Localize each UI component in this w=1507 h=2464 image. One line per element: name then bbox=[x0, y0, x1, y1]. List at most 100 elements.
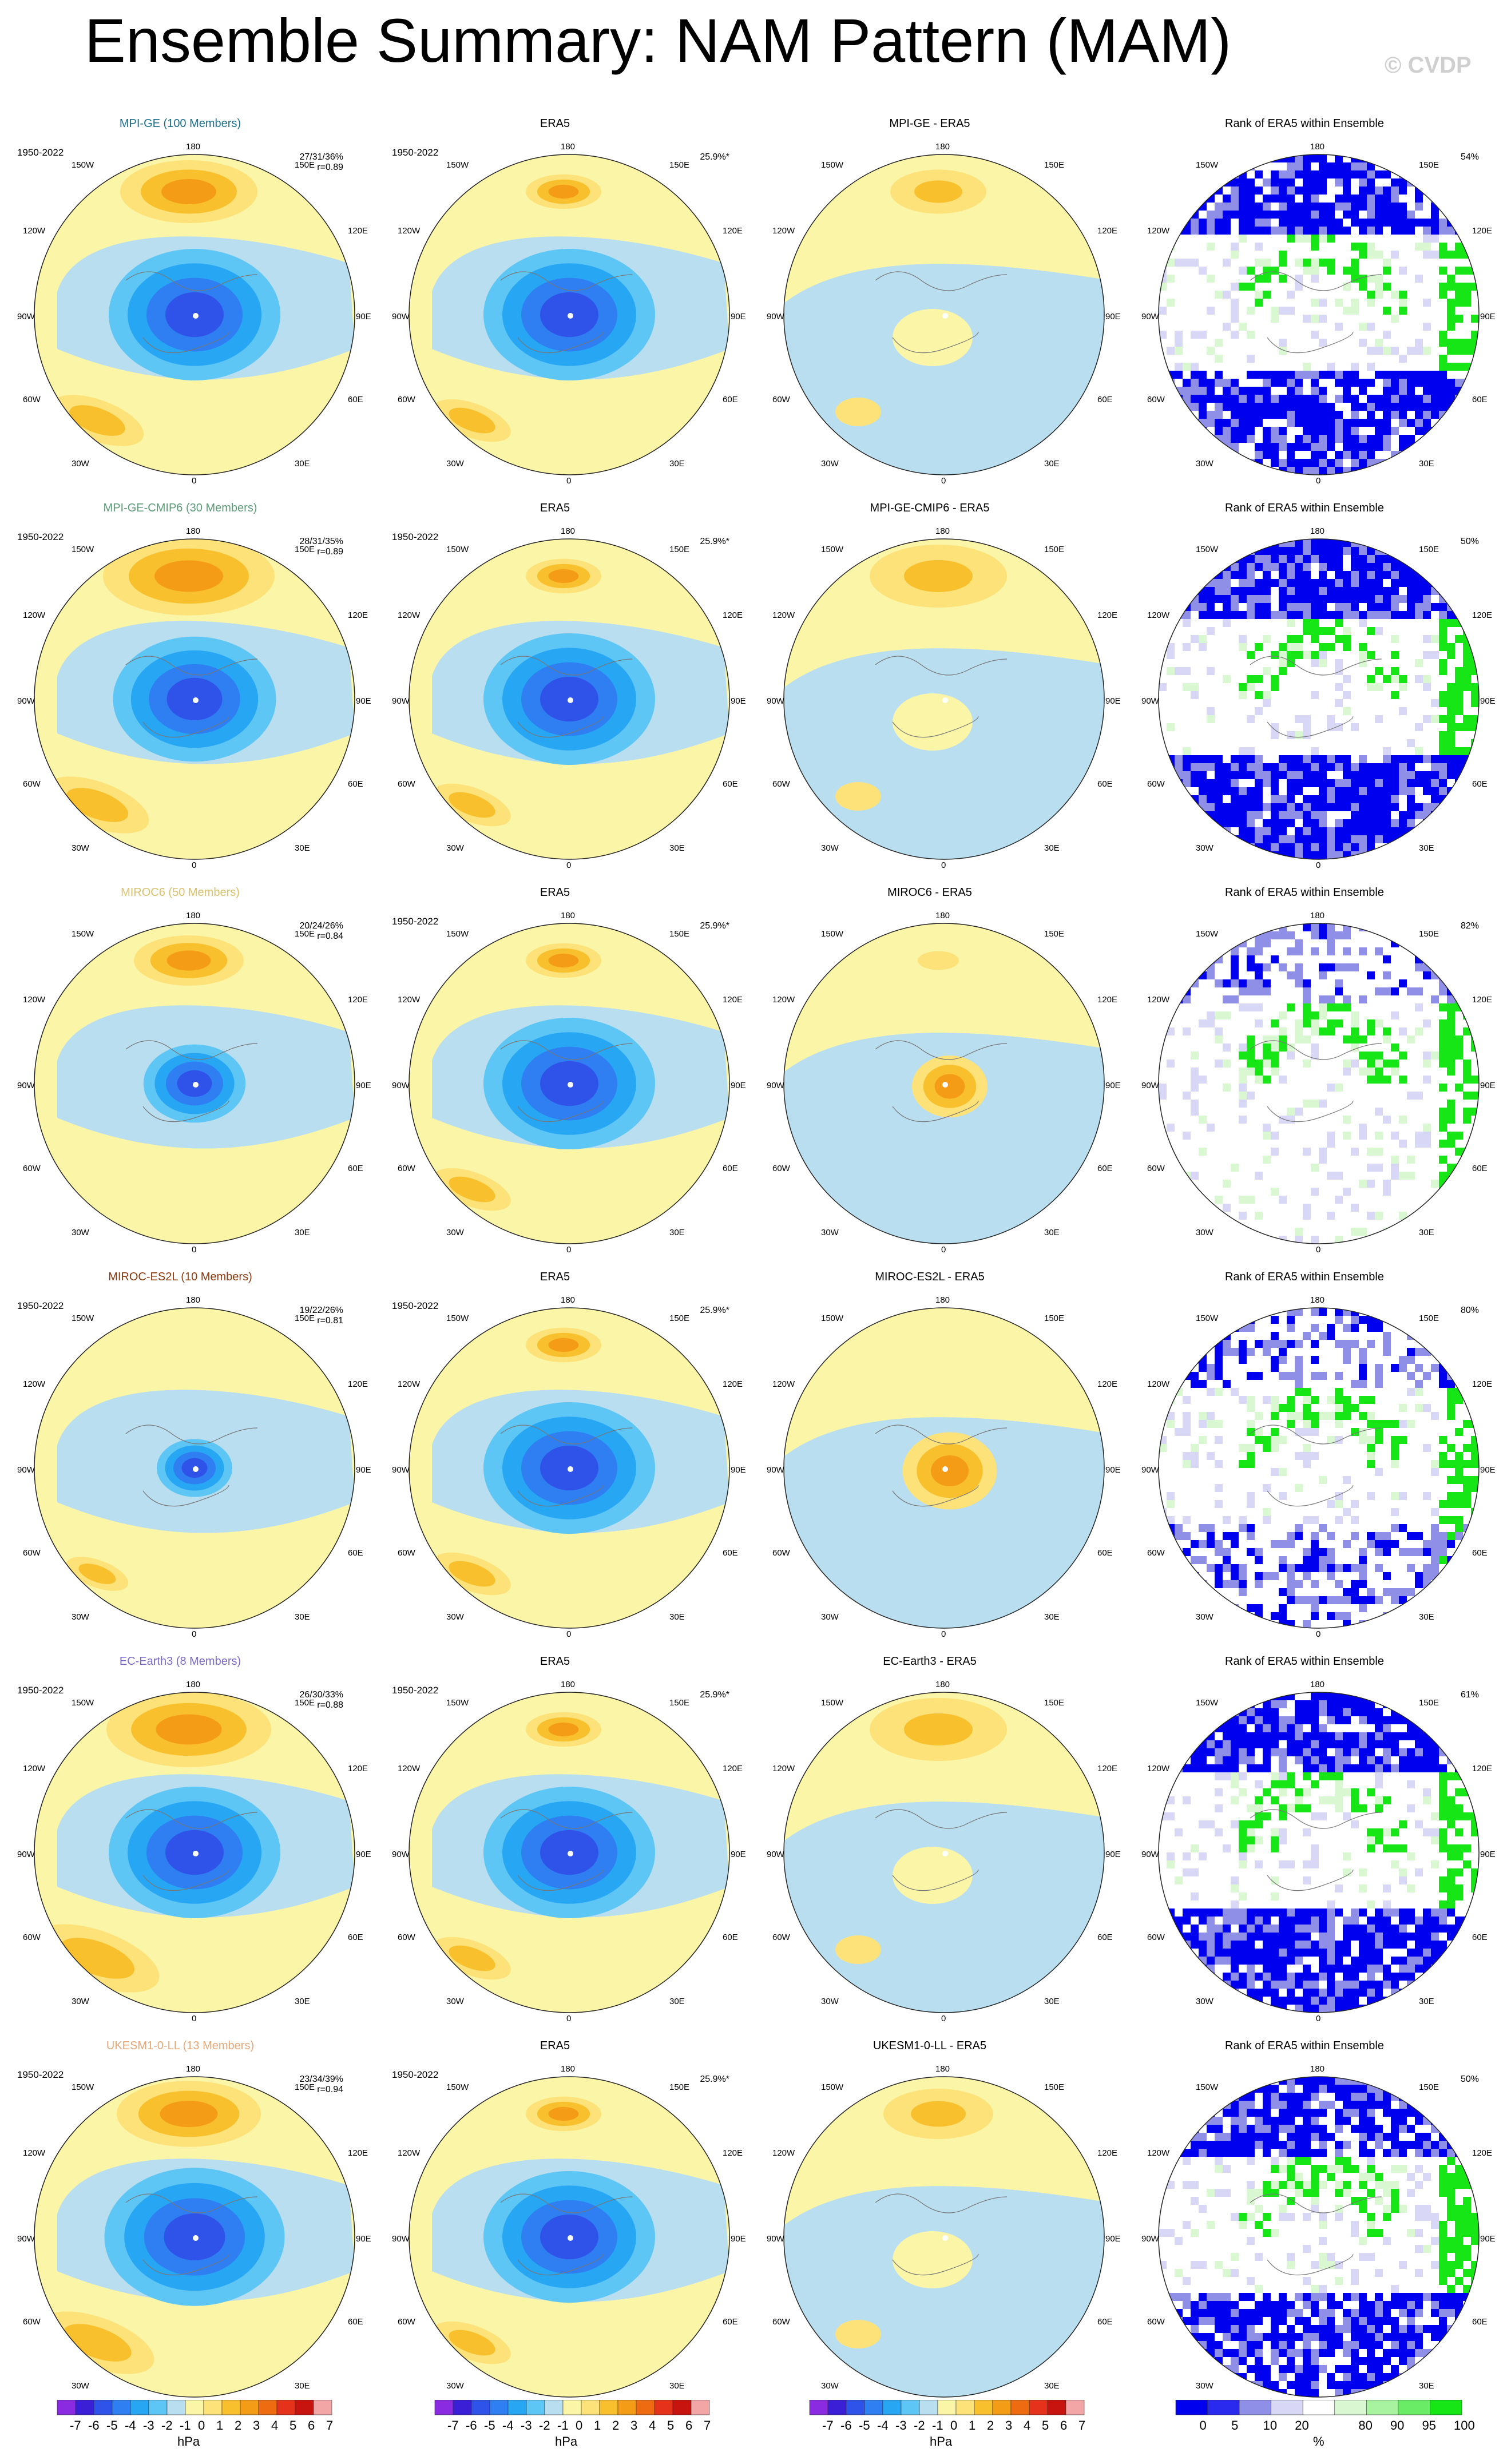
colorbar-tick-label: -7 bbox=[70, 2418, 81, 2433]
variance-explained: 25.9%* bbox=[700, 1690, 729, 1700]
lon-label-ml: 90W bbox=[17, 1465, 35, 1475]
pattern-corr: r=0.81 bbox=[317, 1316, 343, 1326]
colorbar-swatch bbox=[57, 2400, 76, 2415]
lon-label-tl: 150W bbox=[446, 1314, 469, 1323]
panel-row1-col4: Rank of ERA5 within Ensemble 54% 180 150W 15… bbox=[1124, 117, 1496, 495]
lon-label-ml: 90W bbox=[1141, 696, 1159, 706]
panel-title: MIROC-ES2L - ERA5 bbox=[875, 1271, 985, 1283]
lon-label-lr: 60E bbox=[348, 1548, 363, 1558]
lon-label-bottom: 0 bbox=[1316, 1629, 1321, 1639]
lon-label-ll: 60W bbox=[23, 395, 41, 404]
lon-label-ul: 120W bbox=[23, 1379, 46, 1389]
lon-label-mr: 90E bbox=[1105, 696, 1121, 706]
lon-label-bottom: 0 bbox=[566, 1629, 572, 1639]
rank-swatch bbox=[1271, 2400, 1303, 2415]
rank-percent: 54% bbox=[1460, 152, 1479, 162]
rank-tick-label: 100 bbox=[1454, 2418, 1475, 2433]
lon-label-ll: 60W bbox=[1147, 779, 1165, 789]
colorbar-swatch bbox=[581, 2400, 600, 2415]
lon-label-ll: 60W bbox=[23, 2317, 41, 2327]
lon-label-ur: 120E bbox=[1472, 610, 1493, 620]
colorbar-tick-label: -6 bbox=[466, 2418, 477, 2433]
lon-label-tr: 150E bbox=[669, 2082, 690, 2092]
contour-map bbox=[409, 2077, 729, 2397]
rank-swatch bbox=[1334, 2400, 1367, 2415]
colorbar-tick-label: -6 bbox=[88, 2418, 100, 2433]
lon-label-ul: 120W bbox=[23, 2148, 46, 2158]
panel-title: Rank of ERA5 within Ensemble bbox=[1225, 117, 1384, 130]
panel-title: ERA5 bbox=[540, 886, 570, 899]
lon-label-ll: 60W bbox=[772, 2317, 790, 2327]
lon-label-ml: 90W bbox=[767, 2234, 784, 2244]
lon-label-ur: 120E bbox=[348, 1764, 368, 1773]
colorbar-swatch bbox=[203, 2400, 223, 2415]
rank-swatch bbox=[1430, 2400, 1462, 2415]
lon-label-ur: 120E bbox=[348, 995, 368, 1005]
colorbar-swatch bbox=[148, 2400, 168, 2415]
lon-label-tr: 150E bbox=[1419, 1698, 1439, 1708]
lon-label-top: 180 bbox=[561, 142, 576, 152]
rank-tick-label: 90 bbox=[1390, 2418, 1405, 2433]
colorbar-tick-label: -4 bbox=[125, 2418, 136, 2433]
lon-label-top: 180 bbox=[1310, 1295, 1325, 1305]
lon-label-ul: 120W bbox=[1147, 1764, 1170, 1773]
lon-label-ul: 120W bbox=[772, 995, 795, 1005]
lon-label-bl: 30W bbox=[72, 2381, 89, 2391]
colorbar-tick-label: -3 bbox=[521, 2418, 532, 2433]
lon-label-bl: 30W bbox=[446, 843, 464, 853]
rank-swatch bbox=[1207, 2400, 1240, 2415]
lon-label-br: 30E bbox=[669, 843, 685, 853]
lon-label-tl: 150W bbox=[72, 1698, 94, 1708]
lon-label-tl: 150W bbox=[72, 1314, 94, 1323]
lon-label-tl: 150W bbox=[72, 929, 94, 939]
lon-label-bl: 30W bbox=[821, 1228, 839, 1237]
lon-label-mr: 90E bbox=[731, 696, 746, 706]
rank-swatch bbox=[1366, 2400, 1399, 2415]
lon-label-tl: 150W bbox=[446, 545, 469, 554]
lon-label-ml: 90W bbox=[17, 2234, 35, 2244]
colorbar-unit: hPa bbox=[555, 2434, 578, 2449]
panel-row1-col3: MPI-GE - ERA5 180 150W 150E 120W 120E 90W 90E 60… bbox=[749, 117, 1121, 495]
panel-title: Rank of ERA5 within Ensemble bbox=[1225, 1271, 1384, 1283]
colorbar-tick-label: 4 bbox=[649, 2418, 656, 2433]
lon-label-ll: 60W bbox=[772, 1933, 790, 1942]
lon-label-bl: 30W bbox=[1196, 843, 1213, 853]
lon-label-top: 180 bbox=[1310, 2064, 1325, 2074]
lon-label-br: 30E bbox=[1419, 2381, 1434, 2391]
lon-label-ur: 120E bbox=[348, 2148, 368, 2158]
contour-map bbox=[34, 154, 355, 475]
contour-map bbox=[784, 154, 1104, 475]
panel-title: UKESM1-0-LL - ERA5 bbox=[873, 2040, 987, 2052]
lon-label-ll: 60W bbox=[1147, 1933, 1165, 1942]
lon-label-bl: 30W bbox=[446, 459, 464, 469]
lon-label-tr: 150E bbox=[1044, 160, 1065, 170]
lon-label-ll: 60W bbox=[1147, 1548, 1165, 1558]
page-title: Ensemble Summary: NAM Pattern (MAM) bbox=[84, 6, 1232, 75]
lon-label-ur: 120E bbox=[723, 995, 743, 1005]
panel-row3-col1: MIROC6 (50 Members) 20/24/26% r=0.84 180 150… bbox=[0, 886, 371, 1264]
lon-label-tl: 150W bbox=[72, 2082, 94, 2092]
lon-label-tl: 150W bbox=[1196, 545, 1219, 554]
colorbar-tick-label: 6 bbox=[1060, 2418, 1068, 2433]
variance-explained: 25.9%* bbox=[700, 2074, 729, 2084]
lon-label-tr: 150E bbox=[1044, 2082, 1065, 2092]
lon-label-lr: 60E bbox=[723, 1164, 738, 1173]
rank-map bbox=[1159, 923, 1479, 1244]
panel-row6-col3: UKESM1-0-LL - ERA5 180 150W 150E 120W 120E 90W… bbox=[749, 2040, 1121, 2417]
lon-label-bl: 30W bbox=[821, 2381, 839, 2391]
colorbar-tick-label: -6 bbox=[840, 2418, 852, 2433]
colorbar-tick-label: 3 bbox=[1005, 2418, 1013, 2433]
panel-row5-col1: EC-Earth3 (8 Members) 1950-2022 26/30/33% r… bbox=[0, 1655, 371, 2033]
lon-label-ll: 60W bbox=[1147, 1164, 1165, 1173]
lon-label-ml: 90W bbox=[17, 696, 35, 706]
lon-label-ul: 120W bbox=[23, 226, 46, 236]
lon-label-ml: 90W bbox=[767, 1465, 784, 1475]
rank-tick-label: 5 bbox=[1231, 2418, 1239, 2433]
lon-label-br: 30E bbox=[295, 2381, 310, 2391]
lon-label-ll: 60W bbox=[772, 779, 790, 789]
panel-period: 1950-2022 bbox=[17, 147, 64, 158]
colorbar-swatch bbox=[258, 2400, 277, 2415]
colorbar-swatch bbox=[471, 2400, 490, 2415]
colorbar-tick-label: -5 bbox=[106, 2418, 118, 2433]
lon-label-tr: 150E bbox=[1044, 545, 1065, 554]
